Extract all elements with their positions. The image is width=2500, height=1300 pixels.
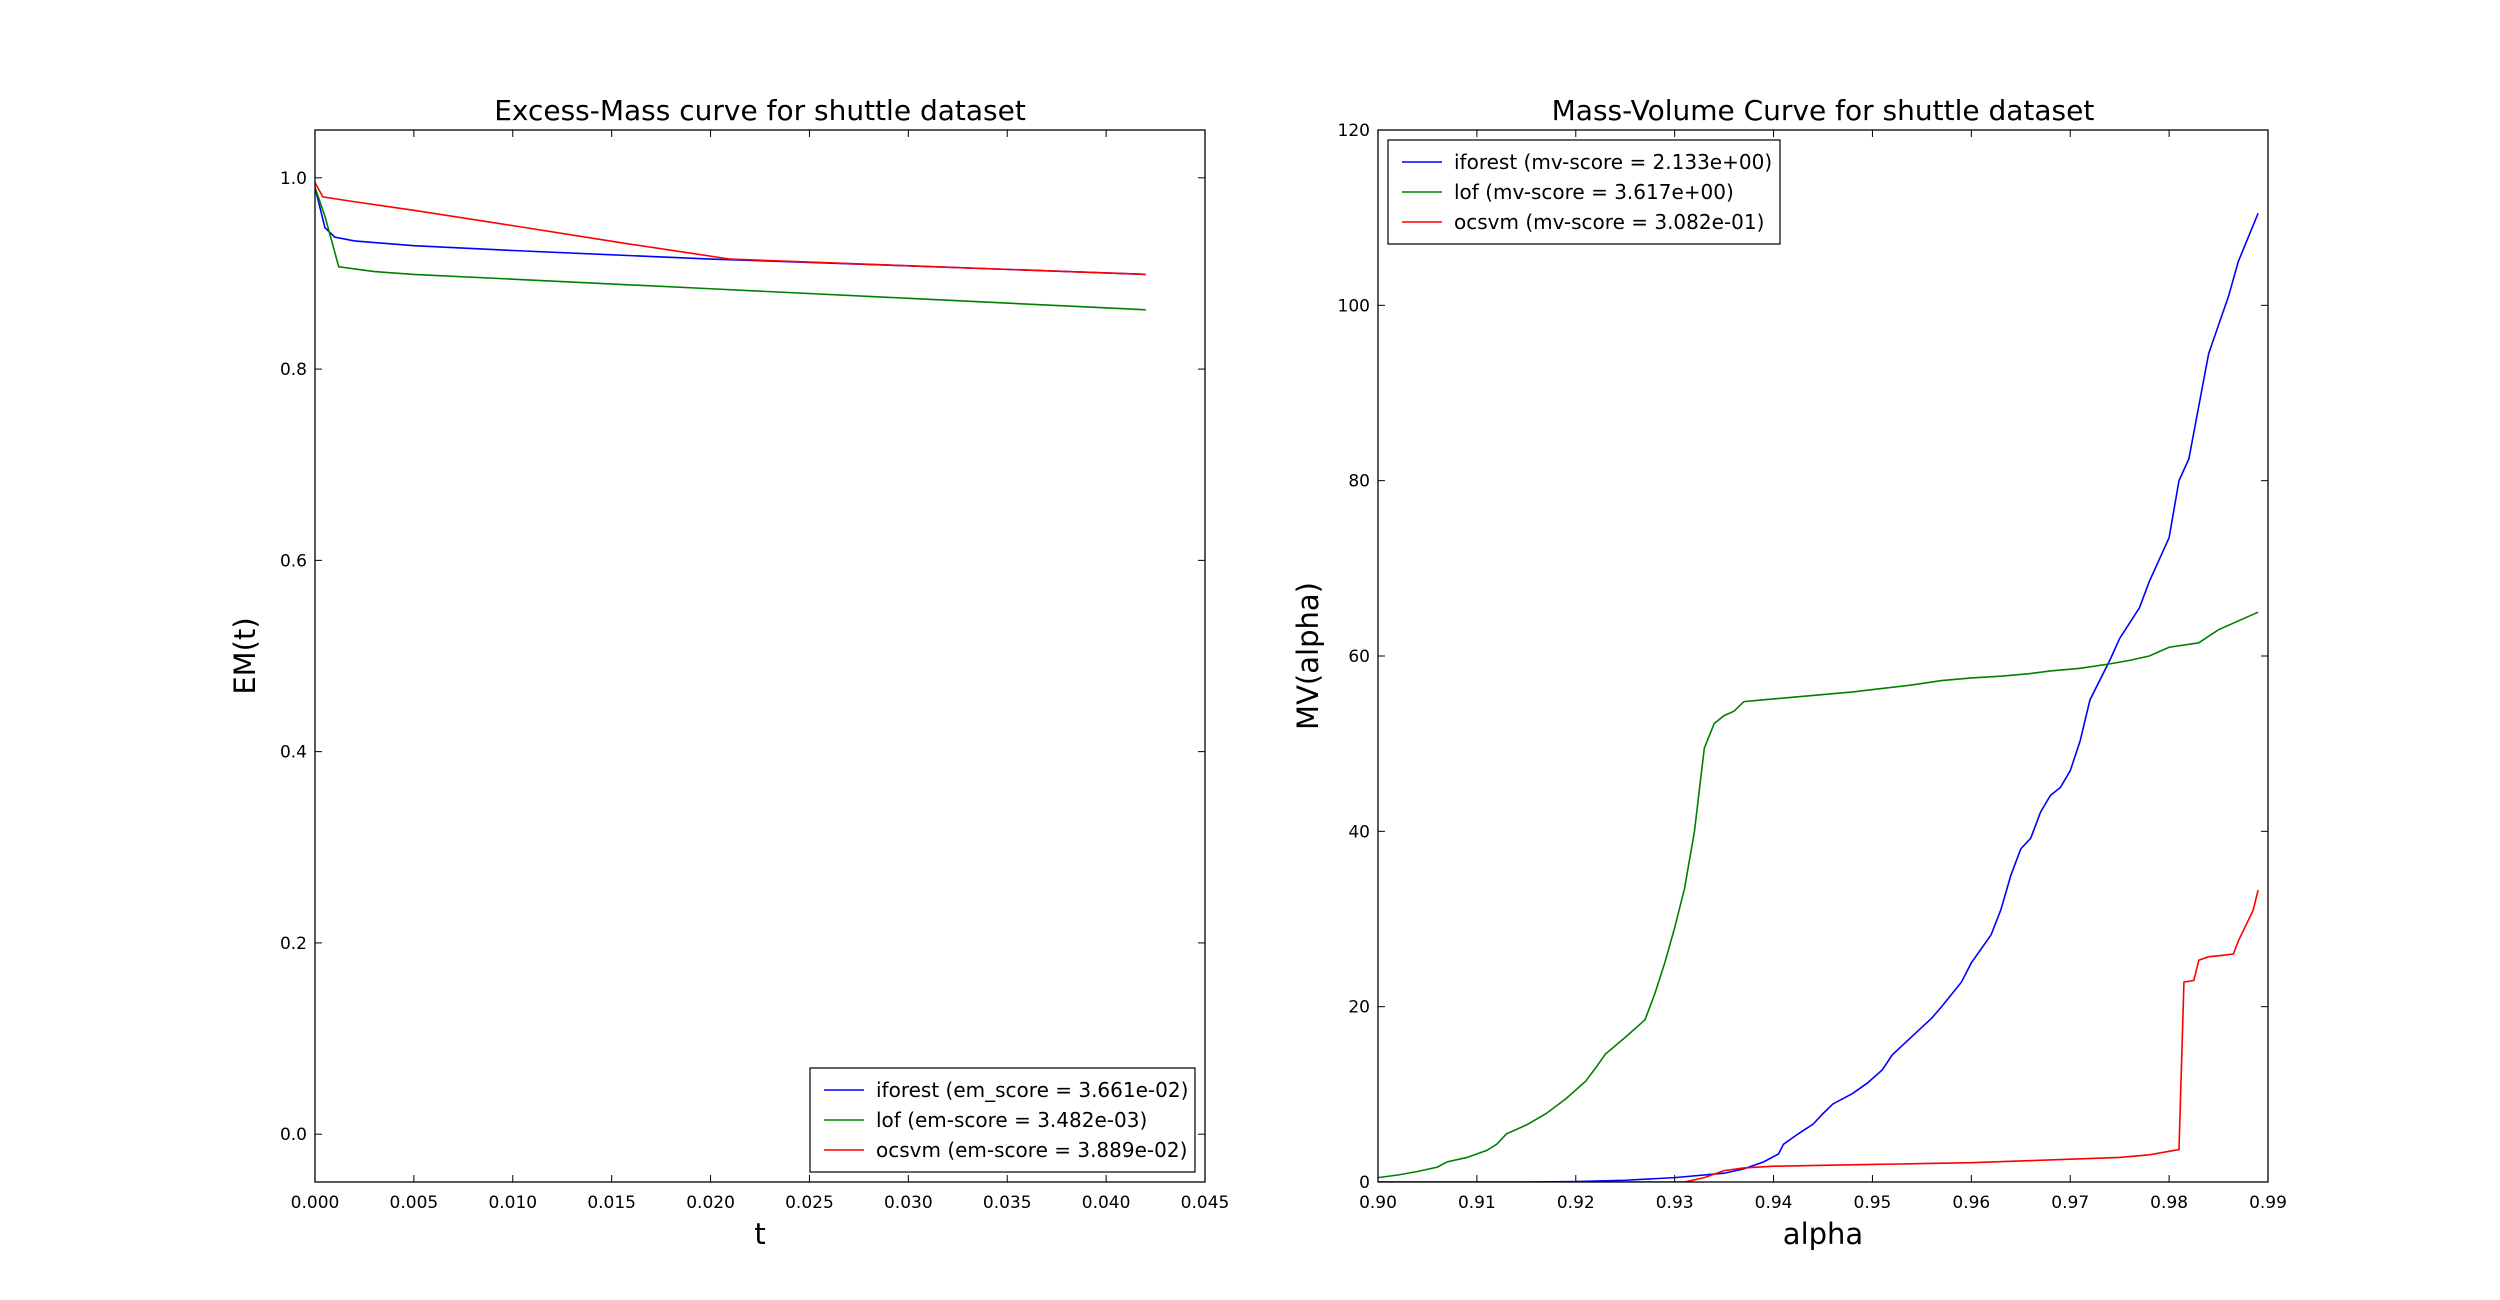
- y-axis-label: MV(alpha): [1291, 582, 1325, 730]
- y-tick-label: 0.0: [280, 1125, 307, 1145]
- y-tick-label: 40: [1348, 822, 1370, 842]
- y-axis-label: EM(t): [228, 617, 262, 694]
- legend-box: [1387, 139, 1781, 245]
- x-tick-label: 0.93: [1656, 1193, 1694, 1213]
- y-tick-label: 20: [1348, 998, 1370, 1018]
- y-tick-label: 1.0: [280, 169, 307, 189]
- x-tick-label: 0.97: [2051, 1193, 2089, 1213]
- legend-label-1: iforest (em_score = 3.661e-02): [876, 1078, 1188, 1102]
- legend-label-3: ocsvm (mv-score = 3.082e-01): [1454, 210, 1764, 234]
- x-tick-label: 0.035: [983, 1193, 1032, 1213]
- y-tick-label: 0.8: [280, 360, 307, 380]
- chart-title: Mass-Volume Curve for shuttle dataset: [1552, 94, 2095, 127]
- legend-label-2: lof (em-score = 3.482e-03): [876, 1108, 1147, 1132]
- series-line-3: [315, 182, 1146, 276]
- mv-chart: 0.90 0.91 0.92 0.93 0.94 0.95 0.96 0.97 0.98 0.99…: [1291, 94, 2287, 1251]
- y-tick-label: 80: [1348, 472, 1370, 492]
- x-tick-label: 0.92: [1557, 1193, 1595, 1213]
- series-line-2: [315, 187, 1146, 311]
- x-axis-label: t: [754, 1217, 765, 1251]
- legend-box: [809, 1067, 1196, 1173]
- x-tick-label: 0.030: [884, 1193, 933, 1213]
- chart-title: Excess-Mass curve for shuttle dataset: [494, 94, 1026, 127]
- x-tick-label: 0.040: [1082, 1193, 1131, 1213]
- plot-frame: [1377, 129, 2269, 1183]
- x-axis-label: alpha: [1783, 1217, 1863, 1251]
- plot-frame: [314, 129, 1206, 1183]
- legend-label-2: lof (mv-score = 3.617e+00): [1454, 180, 1734, 204]
- series-line-3: [1378, 889, 2259, 1182]
- x-tick-label: 0.91: [1458, 1193, 1496, 1213]
- x-tick-label: 0.045: [1181, 1193, 1230, 1213]
- x-tick-label: 0.90: [1359, 1193, 1397, 1213]
- legend: iforest (mv-score = 2.133e+00) lof (mv-sc…: [1387, 139, 1781, 245]
- x-tick-label: 0.99: [2249, 1193, 2287, 1213]
- y-tick-label: 100: [1338, 296, 1370, 316]
- x-tick-label: 0.98: [2150, 1193, 2188, 1213]
- legend: iforest (em_score = 3.661e-02) lof (em-sc…: [809, 1067, 1196, 1173]
- x-tick-label: 0.95: [1854, 1193, 1892, 1213]
- legend-label-1: iforest (mv-score = 2.133e+00): [1454, 150, 1772, 174]
- em-chart: 0.000 0.005 0.010 0.015 0.020 0.025 0.030 0.035…: [228, 94, 1229, 1251]
- series-line-1: [1378, 212, 2259, 1182]
- y-tick-label: 0.2: [280, 934, 307, 954]
- x-tick-label: 0.005: [390, 1193, 439, 1213]
- x-tick-label: 0.96: [1952, 1193, 1990, 1213]
- series-line-2: [1378, 611, 2259, 1179]
- y-tick-label: 0.6: [280, 551, 307, 571]
- x-tick-label: 0.000: [291, 1193, 340, 1213]
- x-tick-label: 0.015: [587, 1193, 636, 1213]
- y-tick-label: 0: [1359, 1173, 1370, 1193]
- legend-label-3: ocsvm (em-score = 3.889e-02): [876, 1138, 1187, 1162]
- y-tick-label: 120: [1338, 121, 1370, 141]
- y-tick-label: 60: [1348, 647, 1370, 667]
- x-tick-label: 0.020: [686, 1193, 735, 1213]
- x-tick-label: 0.94: [1755, 1193, 1793, 1213]
- x-tick-label: 0.025: [785, 1193, 834, 1213]
- y-tick-label: 0.4: [280, 743, 307, 763]
- x-tick-label: 0.010: [488, 1193, 537, 1213]
- series-line-1: [315, 187, 1146, 276]
